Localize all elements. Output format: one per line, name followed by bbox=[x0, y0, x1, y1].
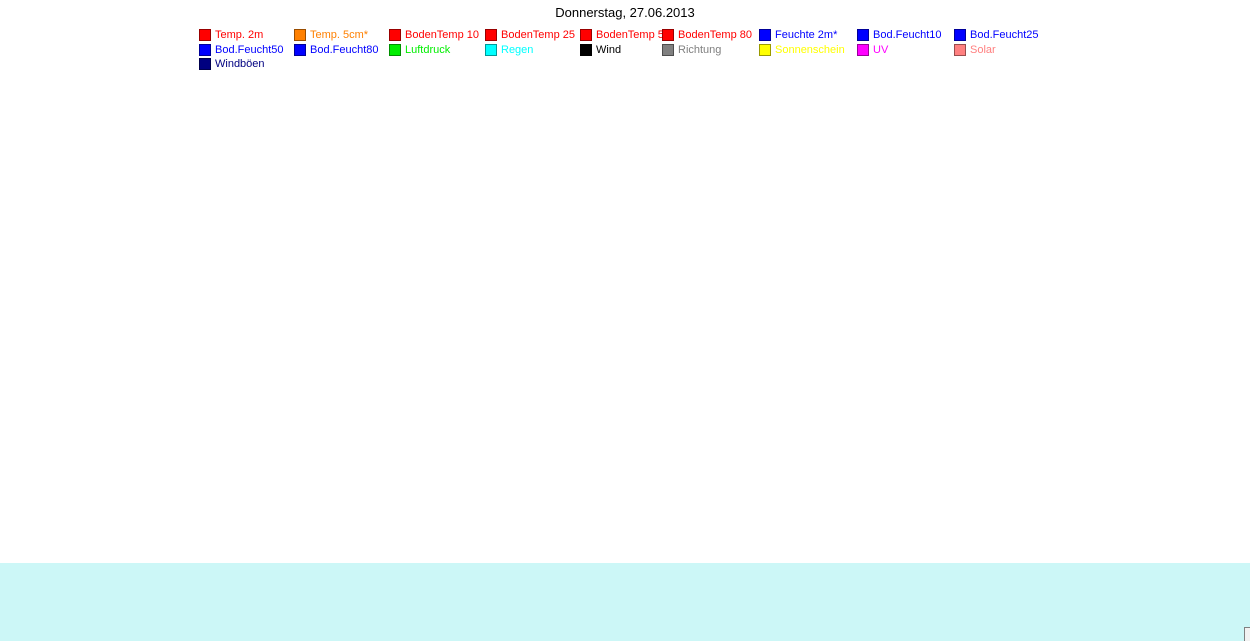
legend-label: Bod.Feucht50 bbox=[215, 43, 284, 56]
legend-swatch bbox=[389, 43, 401, 56]
legend-swatch bbox=[954, 43, 966, 56]
legend-label: Bod.Feucht25 bbox=[970, 29, 1039, 41]
legend-item-uv: UV bbox=[857, 43, 889, 56]
legend-label: BodenTemp 80 bbox=[678, 29, 752, 41]
legend-swatch bbox=[389, 29, 401, 41]
legend-swatch bbox=[857, 29, 869, 41]
legend-label: Feuchte 2m* bbox=[775, 29, 838, 41]
legend-item-windb-en: Windböen bbox=[199, 58, 265, 70]
legend-item-solar: Solar bbox=[954, 43, 996, 56]
legend-swatch bbox=[485, 29, 497, 41]
legend-swatch bbox=[199, 43, 211, 56]
legend-swatch bbox=[294, 29, 306, 41]
legend-swatch bbox=[662, 43, 674, 56]
legend-item-temp-5cm-: Temp. 5cm* bbox=[294, 29, 368, 41]
legend-swatch bbox=[662, 29, 674, 41]
legend-swatch bbox=[857, 43, 869, 56]
legend-swatch bbox=[485, 43, 497, 56]
chart-legend: Temp. 2m Temp. 5cm* BodenTemp 10 BodenTemp … bbox=[0, 0, 1250, 75]
legend-item-bod-feucht80: Bod.Feucht80 bbox=[294, 43, 379, 56]
legend-label: Windböen bbox=[215, 58, 265, 70]
legend-label: Richtung bbox=[678, 43, 722, 56]
legend-label: Bod.Feucht10 bbox=[873, 29, 942, 41]
legend-label: Temp. 5cm* bbox=[310, 29, 369, 41]
legend-label: Sonnenschein bbox=[775, 43, 845, 56]
legend-swatch bbox=[294, 43, 306, 56]
legend-item-sonnenschein: Sonnenschein bbox=[759, 43, 845, 56]
legend-swatch bbox=[580, 29, 592, 41]
legend-item-bodentemp-80: BodenTemp 80 bbox=[662, 29, 752, 41]
legend-label: Temp. 2m bbox=[215, 29, 264, 41]
legend-label: BodenTemp 50 bbox=[596, 29, 670, 41]
legend-item-bod-feucht25: Bod.Feucht25 bbox=[954, 29, 1039, 41]
legend-swatch bbox=[954, 29, 966, 41]
legend-swatch bbox=[759, 29, 771, 41]
legend-item-temp-2m: Temp. 2m bbox=[199, 29, 263, 41]
legend-label: BodenTemp 25 bbox=[501, 29, 575, 41]
legend-swatch bbox=[199, 58, 211, 70]
legend-item-richtung: Richtung bbox=[662, 43, 722, 56]
legend-label: Regen bbox=[501, 43, 534, 56]
legend-item-feuchte-2m-: Feuchte 2m* bbox=[759, 29, 837, 41]
legend-item-wind: Wind bbox=[580, 43, 622, 56]
legend-label: Bod.Feucht80 bbox=[310, 43, 379, 56]
legend-swatch bbox=[580, 43, 592, 56]
page-title: Donnerstag, 27.06.2013 bbox=[555, 5, 695, 20]
legend-item-bodentemp-50: BodenTemp 50 bbox=[580, 29, 670, 41]
legend-label: UV bbox=[873, 43, 889, 56]
legend-label: Luftdruck bbox=[405, 43, 451, 56]
legend-item-bodentemp-10: BodenTemp 10 bbox=[389, 29, 479, 41]
legend-item-regen: Regen bbox=[485, 43, 534, 56]
legend-item-bodentemp-25: BodenTemp 25 bbox=[485, 29, 575, 41]
legend-label: Wind bbox=[596, 43, 622, 56]
chart-canvas bbox=[0, 0, 1250, 563]
legend-item-bod-feucht50: Bod.Feucht50 bbox=[199, 43, 284, 56]
legend-item-luftdruck: Luftdruck bbox=[389, 43, 451, 56]
stats-table bbox=[0, 563, 1250, 641]
legend-swatch bbox=[759, 43, 771, 56]
resize-grip[interactable] bbox=[1244, 627, 1250, 641]
legend-label: BodenTemp 10 bbox=[405, 29, 479, 41]
legend-label: Solar bbox=[970, 43, 996, 56]
legend-swatch bbox=[199, 29, 211, 41]
legend-item-bod-feucht10: Bod.Feucht10 bbox=[857, 29, 942, 41]
